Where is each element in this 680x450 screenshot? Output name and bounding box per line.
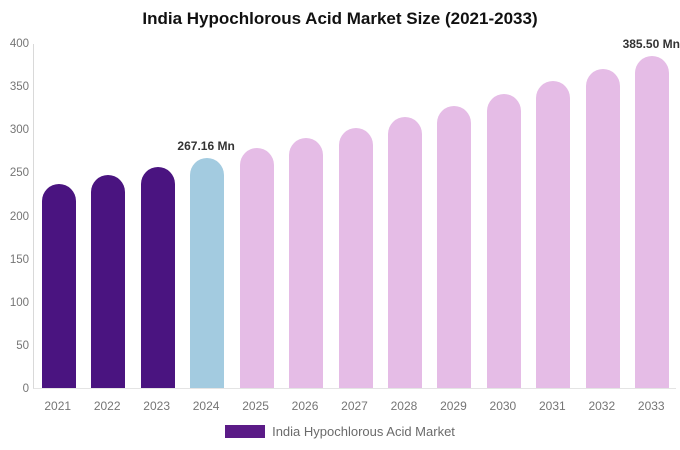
bar-2026 [289,137,324,388]
legend: India Hypochlorous Acid Market [0,424,680,439]
y-tick-label: 200 [9,210,29,223]
y-tick-label: 250 [9,167,29,180]
bar-2028 [387,116,422,388]
x-tick-label: 2025 [242,399,269,413]
y-tick-label: 100 [9,296,29,309]
bar-2027 [338,127,373,388]
bar-2033 [635,55,670,388]
bar-2031 [536,81,571,388]
y-tick-label: 50 [16,339,29,352]
y-tick-label: 400 [9,38,29,50]
bar-2022 [91,175,126,388]
x-tick-label: 2022 [93,399,121,413]
x-tick-label: 2024 [192,399,220,413]
x-tick-label: 2026 [291,399,319,413]
x-tick-label: 2028 [390,399,418,413]
bar-2029 [437,105,472,388]
x-tick-label: 2029 [440,399,467,413]
x-tick-label: 2021 [44,399,72,413]
y-tick-label: 350 [9,81,29,94]
bar-value-label-2024: 267.16 Mn [177,138,235,153]
x-tick-label: 2023 [143,399,170,413]
legend-label: India Hypochlorous Acid Market [272,424,455,439]
x-tick-label: 2033 [637,399,665,413]
y-tick-label: 0 [22,383,29,395]
y-tick-label: 300 [9,124,29,137]
bar-2030 [486,93,521,388]
x-tick-label: 2030 [489,399,517,413]
y-tick-label: 150 [9,253,29,266]
legend-swatch [225,425,266,438]
x-tick-label: 2027 [341,399,368,413]
bar-2021 [41,183,76,388]
bar-2024 [190,157,225,388]
plot-area [33,44,676,389]
bar-2023 [140,166,175,388]
x-tick-label: 2031 [538,399,566,413]
bar-2032 [585,68,620,388]
x-tick-label: 2032 [588,399,616,413]
bar-value-label-2033: 385.50 Mn [622,36,680,51]
chart-title: India Hypochlorous Acid Market Size (202… [142,9,538,28]
bar-2025 [239,147,274,388]
